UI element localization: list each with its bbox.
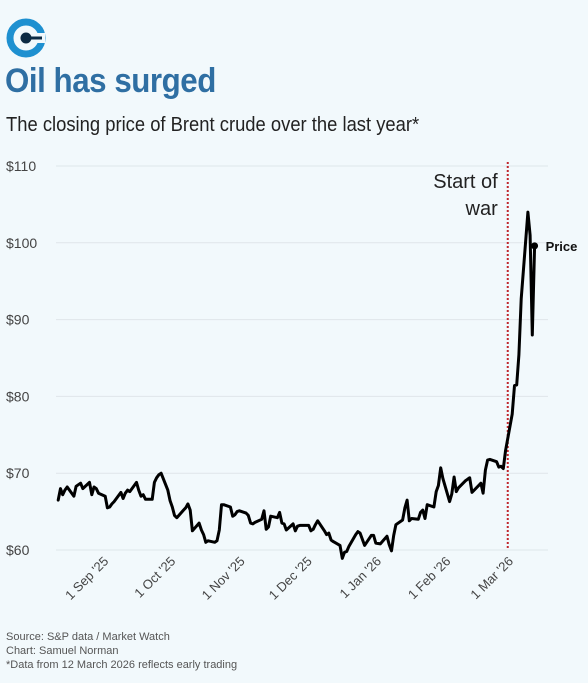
annotation-label: war xyxy=(465,198,499,220)
price-series-line xyxy=(56,210,537,560)
x-tick-label: 1 Dec '25 xyxy=(266,554,315,603)
y-tick-label: $100 xyxy=(6,235,37,251)
x-tick-label: 1 Nov '25 xyxy=(199,554,248,603)
footer: Source: S&P data / Market Watch Chart: S… xyxy=(6,630,237,672)
x-tick-label: 1 Mar '26 xyxy=(467,554,516,603)
y-tick-label: $90 xyxy=(6,312,30,328)
y-tick-label: $60 xyxy=(6,542,30,558)
x-tick-label: 1 Jan '26 xyxy=(337,554,385,602)
y-tick-label: $110 xyxy=(6,158,36,174)
annotation-label: Start of xyxy=(433,171,498,193)
source-note: Source: S&P data / Market Watch xyxy=(6,631,170,643)
data-note: *Data from 12 March 2026 reflects early … xyxy=(6,659,238,671)
x-tick-label: 1 Sep '25 xyxy=(62,554,111,603)
price-chart: $60 $70 $80 $90 $100 $110 1 Sep '25 1 Oct '25 1 … xyxy=(6,158,578,603)
price-end-point xyxy=(531,242,539,250)
x-tick-label: 1 Feb '26 xyxy=(405,554,454,603)
y-tick-label: $80 xyxy=(6,388,30,404)
credit-note: Chart: Samuel Norman xyxy=(6,645,119,657)
series-label: Price xyxy=(546,239,578,254)
logo-icon xyxy=(6,18,46,58)
y-tick-label: $70 xyxy=(6,465,30,481)
page-subtitle: The closing price of Brent crude over th… xyxy=(6,114,420,136)
page-title: Oil has surged xyxy=(5,62,216,100)
x-tick-label: 1 Oct '25 xyxy=(131,554,178,601)
